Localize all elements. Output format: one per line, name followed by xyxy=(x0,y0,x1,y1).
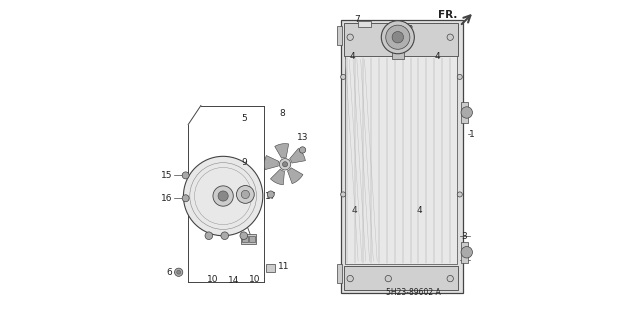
Circle shape xyxy=(340,192,346,197)
Circle shape xyxy=(461,247,472,258)
Circle shape xyxy=(300,147,306,153)
Circle shape xyxy=(279,159,291,170)
Bar xyxy=(344,23,458,56)
Bar xyxy=(461,102,468,123)
Text: 12: 12 xyxy=(403,26,415,34)
Circle shape xyxy=(340,74,346,79)
Text: 13: 13 xyxy=(298,133,309,142)
Circle shape xyxy=(205,232,212,240)
Bar xyxy=(340,20,463,293)
Circle shape xyxy=(268,191,275,198)
Circle shape xyxy=(347,34,353,41)
Text: 14: 14 xyxy=(228,276,239,285)
Bar xyxy=(461,242,468,263)
Circle shape xyxy=(182,195,189,202)
Text: 4: 4 xyxy=(349,52,355,61)
Circle shape xyxy=(213,186,234,206)
Text: 6: 6 xyxy=(166,268,172,277)
Text: 4: 4 xyxy=(351,206,357,215)
Bar xyxy=(344,266,458,290)
Text: 17: 17 xyxy=(265,192,276,202)
Text: 10: 10 xyxy=(207,275,218,284)
Bar xyxy=(337,26,342,45)
Circle shape xyxy=(241,190,250,198)
Circle shape xyxy=(184,156,263,236)
Text: 11: 11 xyxy=(278,262,289,271)
Circle shape xyxy=(177,270,180,274)
Bar xyxy=(392,48,404,59)
Polygon shape xyxy=(271,169,284,185)
Text: 8: 8 xyxy=(280,109,285,118)
Circle shape xyxy=(282,162,287,167)
Circle shape xyxy=(240,232,248,240)
Text: 3: 3 xyxy=(461,232,467,241)
Bar xyxy=(266,264,275,272)
Bar xyxy=(249,236,255,242)
Circle shape xyxy=(461,107,472,118)
Circle shape xyxy=(175,268,183,276)
Circle shape xyxy=(447,275,453,282)
Circle shape xyxy=(457,74,462,79)
Text: 4: 4 xyxy=(435,52,440,61)
Bar xyxy=(346,56,456,264)
Bar xyxy=(241,234,257,244)
Circle shape xyxy=(236,186,254,203)
Circle shape xyxy=(447,34,453,41)
Polygon shape xyxy=(287,168,303,184)
Bar xyxy=(337,264,342,283)
Bar xyxy=(358,21,371,27)
Circle shape xyxy=(392,32,404,43)
Circle shape xyxy=(385,275,392,282)
Circle shape xyxy=(381,21,414,54)
Circle shape xyxy=(347,275,353,282)
Text: 15: 15 xyxy=(161,171,172,180)
Text: 7: 7 xyxy=(355,15,360,24)
Text: FR.: FR. xyxy=(438,10,458,20)
Text: 4: 4 xyxy=(416,206,422,215)
Circle shape xyxy=(457,192,462,197)
Circle shape xyxy=(218,191,228,201)
Text: 1: 1 xyxy=(469,130,475,138)
Text: 9: 9 xyxy=(241,158,247,167)
Polygon shape xyxy=(264,156,279,170)
Text: 2: 2 xyxy=(461,255,467,264)
Circle shape xyxy=(385,34,392,41)
Text: 10: 10 xyxy=(249,275,260,284)
Text: 5H23-89602 A: 5H23-89602 A xyxy=(387,288,441,297)
Polygon shape xyxy=(289,148,305,163)
Text: 5: 5 xyxy=(241,114,247,123)
Circle shape xyxy=(221,232,228,240)
Circle shape xyxy=(182,172,189,179)
Circle shape xyxy=(386,25,410,49)
Text: 16: 16 xyxy=(161,194,172,203)
Polygon shape xyxy=(275,144,289,158)
Bar xyxy=(242,236,248,242)
